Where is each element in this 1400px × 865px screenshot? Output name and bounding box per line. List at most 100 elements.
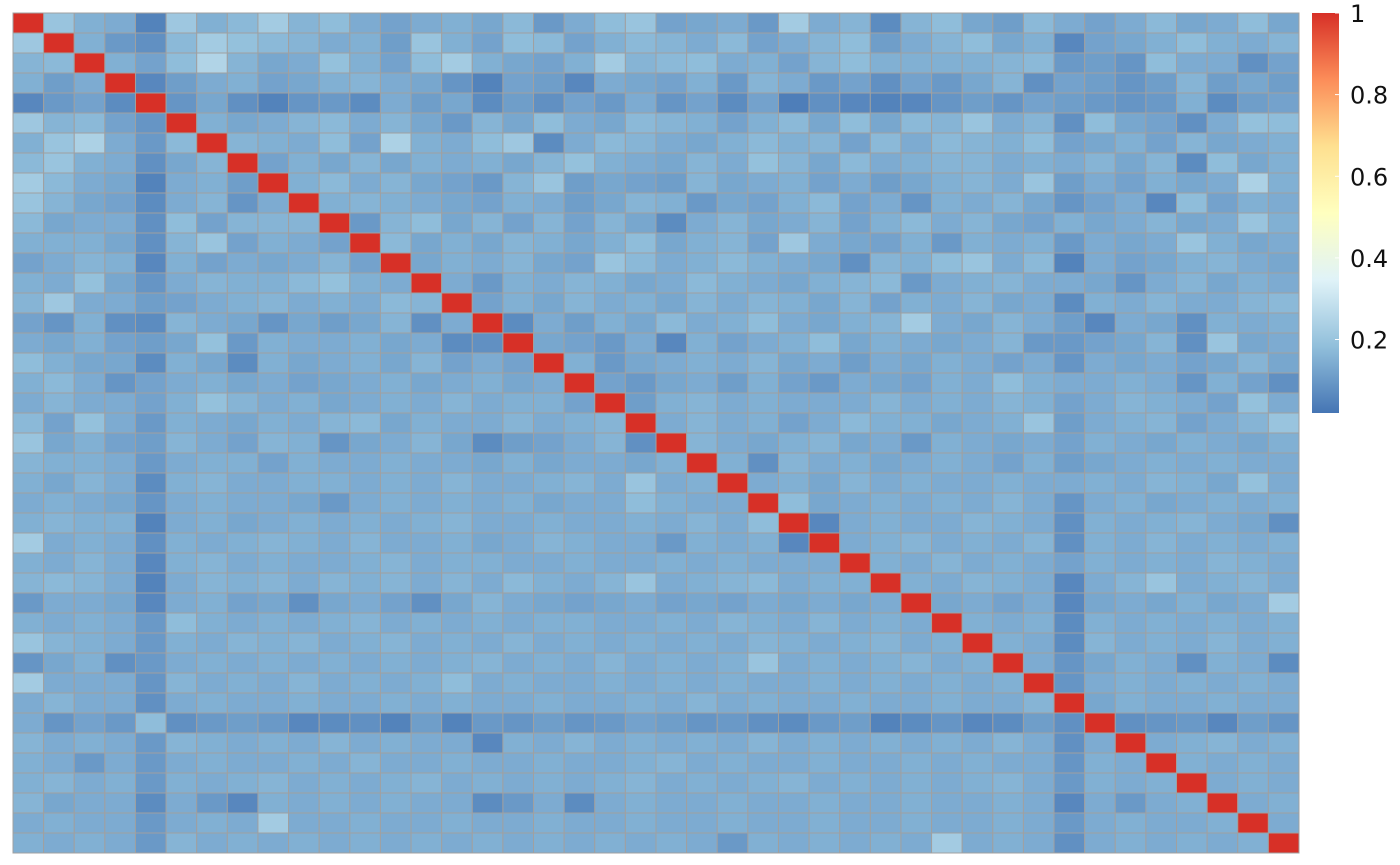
heatmap-cell-r6-c13 (379, 112, 412, 134)
heatmap-cell-r7-c33 (992, 132, 1024, 154)
heatmap-cell-r24-c27 (808, 472, 841, 494)
heatmap-cell-r16-c1 (12, 312, 45, 334)
heatmap-cell-r16-c24 (716, 312, 749, 334)
heatmap-cell-r36-c29 (869, 712, 902, 734)
heatmap-cell-r33-c13 (379, 652, 412, 674)
heatmap-cell-r15-c13 (379, 292, 412, 314)
heatmap-cell-r12-c8 (226, 232, 259, 254)
heatmap-cell-r27-c16 (471, 532, 504, 554)
heatmap-cell-r40-c41 (1237, 792, 1269, 814)
heatmap-cell-r18-c35 (1053, 352, 1086, 374)
heatmap-cell-r9-c20 (594, 172, 626, 194)
heatmap-cell-r41-c15 (441, 812, 473, 834)
heatmap-cell-r4-c10 (288, 72, 320, 94)
heatmap-cell-r19-c17 (502, 372, 535, 394)
heatmap-cell-r11-c23 (686, 212, 718, 234)
heatmap-cell-r29-c11 (318, 572, 351, 594)
heatmap-cell-r5-c28 (839, 92, 871, 114)
heatmap-cell-r38-c13 (379, 752, 412, 774)
heatmap-cell-r31-c41 (1237, 612, 1269, 634)
heatmap-cell-r7-c15 (441, 132, 473, 154)
heatmap-cell-r18-c12 (349, 352, 381, 374)
heatmap-cell-r28-c7 (196, 552, 228, 574)
heatmap-cell-r31-c7 (196, 612, 228, 634)
heatmap-cell-r21-c13 (379, 412, 412, 434)
heatmap-cell-r14-c25 (747, 272, 779, 294)
heatmap-cell-r16-c35 (1053, 312, 1086, 334)
heatmap-cell-r15-c41 (1237, 292, 1269, 314)
heatmap-cell-r36-c15 (441, 712, 473, 734)
heatmap-cell-r4-c14 (410, 72, 443, 94)
heatmap-cell-r7-c39 (1176, 132, 1208, 154)
heatmap-cell-r35-c10 (288, 692, 320, 714)
heatmap-cell-r37-c31 (931, 732, 963, 754)
heatmap-cell-r3-c24 (716, 52, 749, 74)
heatmap-cell-r25-c17 (502, 492, 535, 514)
heatmap-cell-r24-c10 (288, 472, 320, 494)
heatmap-cell-r4-c11 (318, 72, 351, 94)
heatmap-cell-r36-c12 (349, 712, 381, 734)
colorbar-tick-label: 0.4 (1350, 245, 1388, 273)
heatmap-cell-r36-c3 (73, 712, 106, 734)
heatmap-cell-r39-c23 (686, 772, 718, 794)
heatmap-cell-r27-c6 (165, 532, 198, 554)
heatmap-cell-r15-c4 (104, 292, 136, 314)
heatmap-cell-r38-c5 (134, 752, 167, 774)
heatmap-cell-r16-c31 (931, 312, 963, 334)
heatmap-cell-r9-c35 (1053, 172, 1086, 194)
heatmap-cell-r25-c39 (1176, 492, 1208, 514)
heatmap-cell-r36-c18 (533, 712, 565, 734)
heatmap-cell-r17-c7 (196, 332, 228, 354)
heatmap-cell-r1-c39 (1176, 12, 1208, 34)
heatmap-cell-r24-c26 (777, 472, 810, 494)
heatmap-cell-r17-c25 (747, 332, 779, 354)
heatmap-cell-r12-c9 (257, 232, 290, 254)
heatmap-cell-r24-c13 (379, 472, 412, 494)
heatmap-cell-r7-c2 (43, 132, 75, 154)
heatmap-cell-r37-c19 (563, 732, 596, 754)
heatmap-cell-r36-c23 (686, 712, 718, 734)
heatmap-cell-r9-c33 (992, 172, 1024, 194)
heatmap-cell-r39-c3 (73, 772, 106, 794)
heatmap-cell-r8-c4 (104, 152, 136, 174)
heatmap-cell-r11-c15 (441, 212, 473, 234)
heatmap-cell-r32-c21 (624, 632, 657, 654)
heatmap-cell-r1-c32 (961, 12, 994, 34)
heatmap-cell-r24-c42 (1267, 472, 1300, 494)
heatmap-cell-r41-c8 (226, 812, 259, 834)
heatmap-cell-r10-c28 (839, 192, 871, 214)
heatmap-cell-r18-c29 (869, 352, 902, 374)
heatmap-cell-r7-c20 (594, 132, 626, 154)
heatmap-cell-r32-c42 (1267, 632, 1300, 654)
heatmap-cell-r14-c26 (777, 272, 810, 294)
heatmap-cell-r34-c17 (502, 672, 535, 694)
heatmap-cell-r10-c24 (716, 192, 749, 214)
heatmap-cell-r1-c16 (471, 12, 504, 34)
heatmap-cell-r20-c10 (288, 392, 320, 414)
heatmap-cell-r6-c38 (1145, 112, 1178, 134)
heatmap-cell-r23-c3 (73, 452, 106, 474)
heatmap-cell-r17-c42 (1267, 332, 1300, 354)
heatmap-cell-r18-c8 (226, 352, 259, 374)
heatmap-cell-r26-c3 (73, 512, 106, 534)
heatmap-cell-r25-c24 (716, 492, 749, 514)
heatmap-cell-r22-c37 (1114, 432, 1147, 454)
heatmap-cell-r33-c37 (1114, 652, 1147, 674)
heatmap-cell-r29-c14 (410, 572, 443, 594)
heatmap-cell-r23-c13 (379, 452, 412, 474)
heatmap-cell-r23-c29 (869, 452, 902, 474)
heatmap-cell-r25-c4 (104, 492, 136, 514)
heatmap-cell-r15-c17 (502, 292, 535, 314)
heatmap-cell-r32-c1 (12, 632, 45, 654)
heatmap-cell-r38-c15 (441, 752, 473, 774)
heatmap-cell-r36-c6 (165, 712, 198, 734)
heatmap-cell-r20-c9 (257, 392, 290, 414)
heatmap-cell-r23-c33 (992, 452, 1024, 474)
heatmap-cell-r32-c31 (931, 632, 963, 654)
heatmap-cell-r11-c38 (1145, 212, 1178, 234)
heatmap-cell-r31-c28 (839, 612, 871, 634)
heatmap-cell-r11-c1 (12, 212, 45, 234)
heatmap-cell-r36-c41 (1237, 712, 1269, 734)
heatmap-cell-r38-c32 (961, 752, 994, 774)
heatmap-cell-r16-c11 (318, 312, 351, 334)
